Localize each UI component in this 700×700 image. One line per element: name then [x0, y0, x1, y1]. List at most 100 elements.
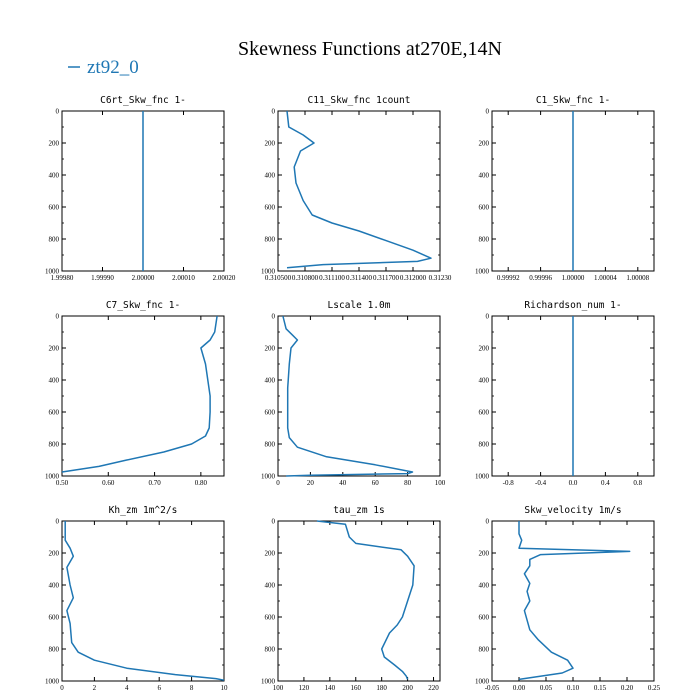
y-tick-label: 0 [56, 518, 60, 526]
y-tick-label: 800 [49, 441, 60, 449]
y-tick-label: 200 [265, 140, 276, 148]
y-tick-label: 200 [49, 345, 60, 353]
y-tick-label: 200 [265, 550, 276, 558]
y-tick-label: 0 [486, 313, 490, 321]
y-tick-label: 800 [49, 646, 60, 654]
series-line-zt92_0 [286, 110, 432, 269]
panel-title: Kh_zm 1m^2/s [109, 505, 178, 516]
y-tick-label: 400 [49, 582, 60, 590]
plot-frame [61, 315, 225, 477]
x-tick-label: 4 [125, 684, 129, 692]
y-tick-label: 0 [56, 108, 60, 116]
panel-9: Skw_velocity 1m/s 0 200 400 600 800 1000-0.05 0… [475, 505, 661, 692]
y-tick-label: 0 [272, 518, 276, 526]
x-tick-label: 2 [93, 684, 97, 692]
y-tick-label: 200 [49, 550, 60, 558]
x-tick-label: 1.99990 [91, 274, 114, 282]
series-line-zt92_0 [316, 520, 415, 680]
x-tick-label: 2.00000 [132, 274, 155, 282]
plot-frame [491, 520, 655, 682]
plot-frame [277, 520, 441, 682]
x-tick-label: 220 [428, 684, 439, 692]
panel-title: Richardson_num 1- [524, 300, 621, 311]
x-tick-label: 2.00020 [213, 274, 236, 282]
panel-title: Skw_velocity 1m/s [524, 505, 621, 516]
y-tick-label: 1000 [261, 268, 276, 276]
x-tick-label: 0.311100 [319, 274, 345, 282]
y-tick-label: 0 [486, 108, 490, 116]
y-tick-label: 600 [265, 614, 276, 622]
y-tick-label: 200 [265, 345, 276, 353]
y-tick-label: 1000 [45, 268, 60, 276]
x-tick-label: 0.310800 [292, 274, 319, 282]
x-tick-label: 1.00004 [594, 274, 617, 282]
panel-title: C11_Skw_fnc 1count [308, 95, 411, 106]
y-tick-label: 600 [265, 409, 276, 417]
panel-title: C6rt_Skw_fnc 1- [100, 95, 186, 106]
x-tick-label: 0.10 [567, 684, 580, 692]
x-tick-label: 180 [376, 684, 387, 692]
x-tick-label: 20 [307, 479, 315, 487]
series-line-zt92_0 [518, 521, 631, 681]
plot-frame [277, 315, 441, 477]
x-tick-label: 1.00008 [626, 274, 649, 282]
y-tick-label: 200 [479, 550, 490, 558]
x-tick-label: 140 [325, 684, 336, 692]
y-tick-label: 800 [265, 441, 276, 449]
y-tick-label: 800 [479, 236, 490, 244]
y-tick-label: 400 [265, 377, 276, 385]
y-tick-label: 800 [265, 646, 276, 654]
y-tick-label: 200 [479, 140, 490, 148]
x-tick-label: 10 [221, 684, 229, 692]
x-tick-label: 0.00 [513, 684, 526, 692]
panel-title: tau_zm 1s [333, 505, 384, 516]
x-tick-label: 40 [339, 479, 347, 487]
y-tick-label: 1000 [475, 268, 490, 276]
x-tick-label: 0.31230 [429, 274, 452, 282]
series-line-zt92_0 [61, 315, 218, 473]
x-tick-label: 0.15 [594, 684, 607, 692]
y-tick-label: 600 [49, 614, 60, 622]
y-tick-label: 400 [49, 377, 60, 385]
x-tick-label: 120 [299, 684, 310, 692]
x-tick-label: 0.312000 [400, 274, 427, 282]
x-tick-label: 100 [435, 479, 446, 487]
legend-label: zt92_0 [87, 57, 139, 78]
x-tick-label: 8 [190, 684, 194, 692]
x-tick-label: -0.8 [503, 479, 515, 487]
y-tick-label: 600 [49, 409, 60, 417]
y-tick-label: 800 [49, 236, 60, 244]
x-tick-label: 0.0 [569, 479, 578, 487]
figure-title: Skewness Functions at270E,14N [238, 38, 502, 60]
x-tick-label: 0.4 [601, 479, 610, 487]
y-tick-label: 0 [272, 108, 276, 116]
x-tick-label: 0.311400 [346, 274, 372, 282]
x-tick-label: 0.99992 [497, 274, 520, 282]
x-tick-label: 0.05 [540, 684, 553, 692]
panel-title: C1_Skw_fnc 1- [536, 95, 610, 106]
x-tick-label: 0.20 [621, 684, 634, 692]
x-tick-label: 1.99980 [51, 274, 74, 282]
x-tick-label: 60 [372, 479, 380, 487]
panel-3: C1_Skw_fnc 1- 0 200 400 600 800 1000 0.99992 0.9… [475, 95, 655, 282]
y-tick-label: 0 [486, 518, 490, 526]
x-tick-label: -0.05 [485, 684, 500, 692]
y-tick-label: 1000 [261, 678, 276, 686]
legend: zt92_0 [68, 57, 139, 78]
x-tick-label: 0.310500 [265, 274, 292, 282]
series-line-zt92_0 [282, 315, 414, 477]
y-tick-label: 1000 [45, 678, 60, 686]
y-tick-label: 400 [479, 377, 490, 385]
x-tick-label: 0.311700 [373, 274, 399, 282]
x-tick-label: 0.8 [633, 479, 642, 487]
x-tick-label: 0.50 [56, 479, 69, 487]
x-tick-label: -0.4 [535, 479, 547, 487]
x-tick-label: 160 [351, 684, 362, 692]
y-tick-label: 400 [265, 172, 276, 180]
y-tick-label: 600 [479, 614, 490, 622]
panel-2: C11_Skw_fnc 1count020040060080010000.310… [261, 95, 452, 282]
